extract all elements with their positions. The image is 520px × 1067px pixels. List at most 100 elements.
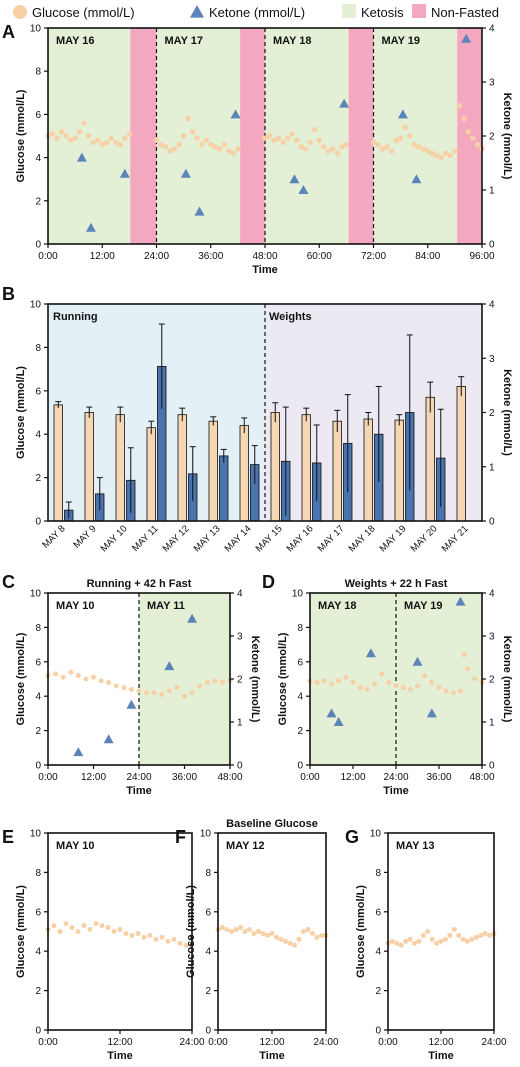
legend-ketone-label: Ketone (mmol/L) [209,5,305,20]
category-label: MAY 12 [161,523,192,554]
x-tick-label: 36:00 [426,772,451,783]
panel-letter: E [2,827,14,847]
category-label: MAY 9 [71,523,98,550]
glucose-point [113,139,119,146]
glucose-point [83,676,89,682]
glucose-point [262,135,268,141]
ketone-point [326,708,337,718]
y-tick-label: 10 [370,829,382,840]
glucose-bar [146,427,156,522]
glucose-point [472,676,478,682]
glucose-point [357,685,363,691]
glucose-point [452,148,458,154]
glucose-point [174,685,180,691]
x-tick-label: 48:00 [469,772,494,783]
y-tick-label: 6 [205,907,211,918]
glucose-point [233,927,239,933]
glucose-point [350,679,356,685]
glucose-point [312,126,318,133]
x-tick-label: 12:00 [107,1037,132,1048]
y-tick-label: 4 [375,947,381,958]
y2-tick-label: 3 [489,354,495,365]
glucose-point [87,927,93,933]
glucose-point [330,146,336,152]
glucose-point [57,929,63,934]
nonfasted-region [130,28,157,244]
panel-letter: C [2,572,15,592]
ketone-point [461,33,472,43]
glucose-point [329,681,334,687]
glucose-point [212,678,218,684]
panel-f: MAY 12 0 2 4 6 8 10 0:00 12:00 24:00 Time Glucose (… [185,818,339,1062]
plot-frame [387,832,495,1031]
glucose-point [372,681,377,687]
x-tick-label: 84:00 [415,251,440,262]
category-label: MAY 11 [130,523,161,554]
x-axis-label: Time [259,1050,284,1062]
y2-axis-label: Ketone (mmol/L) [501,369,513,456]
glucose-point [126,131,133,137]
glucose-point [388,148,395,154]
glucose-point [147,932,153,938]
y-tick-label: 4 [35,692,41,703]
y-tick-label: 2 [375,986,381,997]
y-tick-label: 8 [375,868,381,879]
glucose-point [284,135,291,141]
glucose-point [75,929,81,934]
y-tick-label: 0 [35,1026,41,1037]
glucose-bar [270,412,280,522]
glucose-point [461,116,467,122]
glucose-point [159,691,165,697]
glucose-point [60,674,66,680]
y-tick-label: 10 [30,300,42,311]
x-tick-label: 24:00 [126,772,151,783]
y-tick-label: 2 [35,726,41,737]
glucose-point [117,927,123,933]
glucose-point [482,930,488,936]
glucose-point [171,936,177,942]
y-tick-label: 10 [30,829,42,840]
panel-d: MAY 18 MAY 19 0 2 4 6 8 10 0 1 2 3 4 0:00 12:00 24:00 36… [277,578,513,797]
glucose-bar [239,425,249,522]
glucose-bar [53,404,63,522]
y-tick-label: 2 [35,986,41,997]
panel-letter: D [262,572,275,592]
ketone-bar [219,455,229,522]
glucose-point [434,152,440,159]
y-axis-label: Glucose (mmol/L) [15,885,27,978]
ketone-point [289,174,300,184]
y-tick-label: 10 [30,589,42,600]
x-tick-label: 24:00 [481,1037,506,1048]
ketone-point [230,109,241,119]
glucose-point [416,144,422,150]
glucose-point [334,150,341,156]
panel-title: Running + 42 h Fast [87,578,192,590]
glucose-point [283,938,288,944]
day-label: MAY 13 [396,840,435,852]
glucose-point [182,693,187,699]
glucose-point [81,923,87,929]
glucose-point [443,688,449,694]
ketone-point [455,596,466,606]
glucose-point [123,930,129,936]
glucose-point [296,936,302,942]
x-axis-label: Time [383,785,408,797]
x-tick-label: 24:00 [179,1037,204,1048]
glucose-bar [363,418,373,522]
category-label: MAY 17 [316,523,347,554]
glucose-point [469,936,475,942]
glucose-point [203,137,209,144]
glucose-point [68,669,74,675]
legend-glucose-label: Glucose (mmol/L) [32,5,135,20]
glucose-point [189,690,195,696]
glucose-point [336,678,342,684]
glucose-point [121,685,127,691]
glucose-point [393,137,399,144]
glucose-point [447,152,454,159]
glucose-point [406,133,413,139]
glucose-point [280,139,286,146]
y-tick-label: 8 [35,343,41,354]
x-axis-label: Time [252,264,277,276]
y-tick-label: 8 [205,868,211,879]
glucose-point [379,146,386,152]
